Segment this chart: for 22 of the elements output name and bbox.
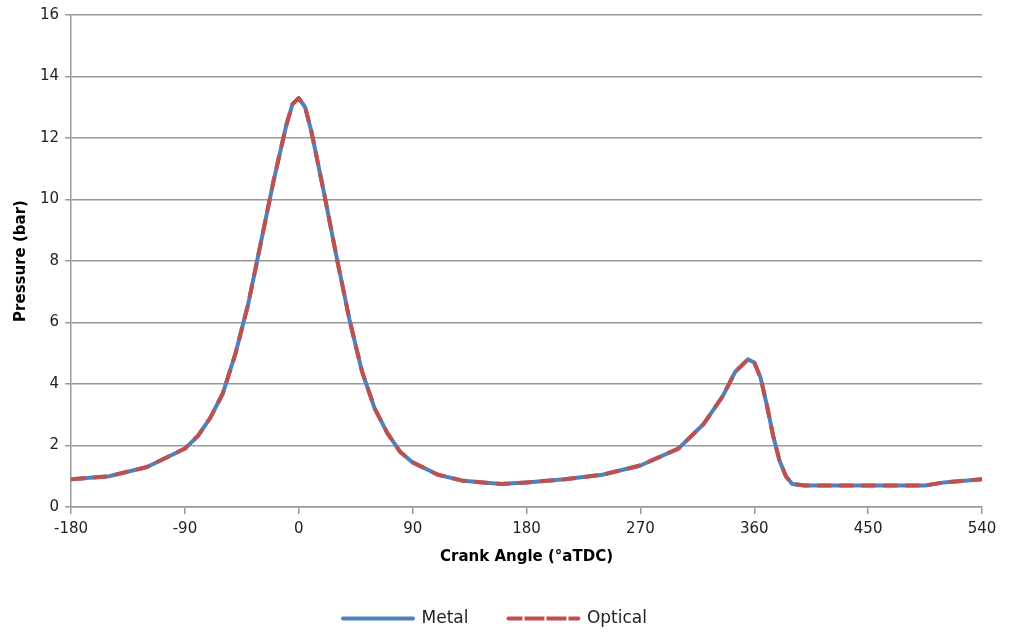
y-tick-label: 12 (39, 127, 60, 146)
y-tick-label: 8 (49, 250, 60, 269)
legend-label: Metal (421, 606, 469, 627)
y-tick-label: 10 (39, 189, 60, 208)
y-tick-label: 16 (39, 4, 60, 23)
y-tick-label: 4 (49, 373, 60, 392)
x-tick-label: -90 (172, 518, 198, 537)
x-tick-label: 360 (739, 518, 769, 537)
x-tick-label: 0 (294, 518, 304, 537)
y-tick-label: 0 (49, 496, 60, 515)
x-tick-label: 180 (512, 518, 541, 537)
x-axis-title: Crank Angle (°aTDC) (440, 546, 614, 565)
y-tick-label: 2 (49, 435, 60, 454)
legend-label: Optical (586, 606, 647, 627)
y-tick-label: 14 (39, 66, 60, 85)
x-tick-label: 450 (853, 518, 883, 537)
x-tick-label: -180 (54, 518, 89, 537)
x-tick-label: 540 (967, 518, 997, 537)
x-tick-label: 90 (403, 518, 423, 537)
x-tick-label: 270 (626, 518, 655, 537)
y-tick-label: 6 (49, 312, 60, 331)
y-axis-title: Pressure (bar) (10, 200, 29, 322)
